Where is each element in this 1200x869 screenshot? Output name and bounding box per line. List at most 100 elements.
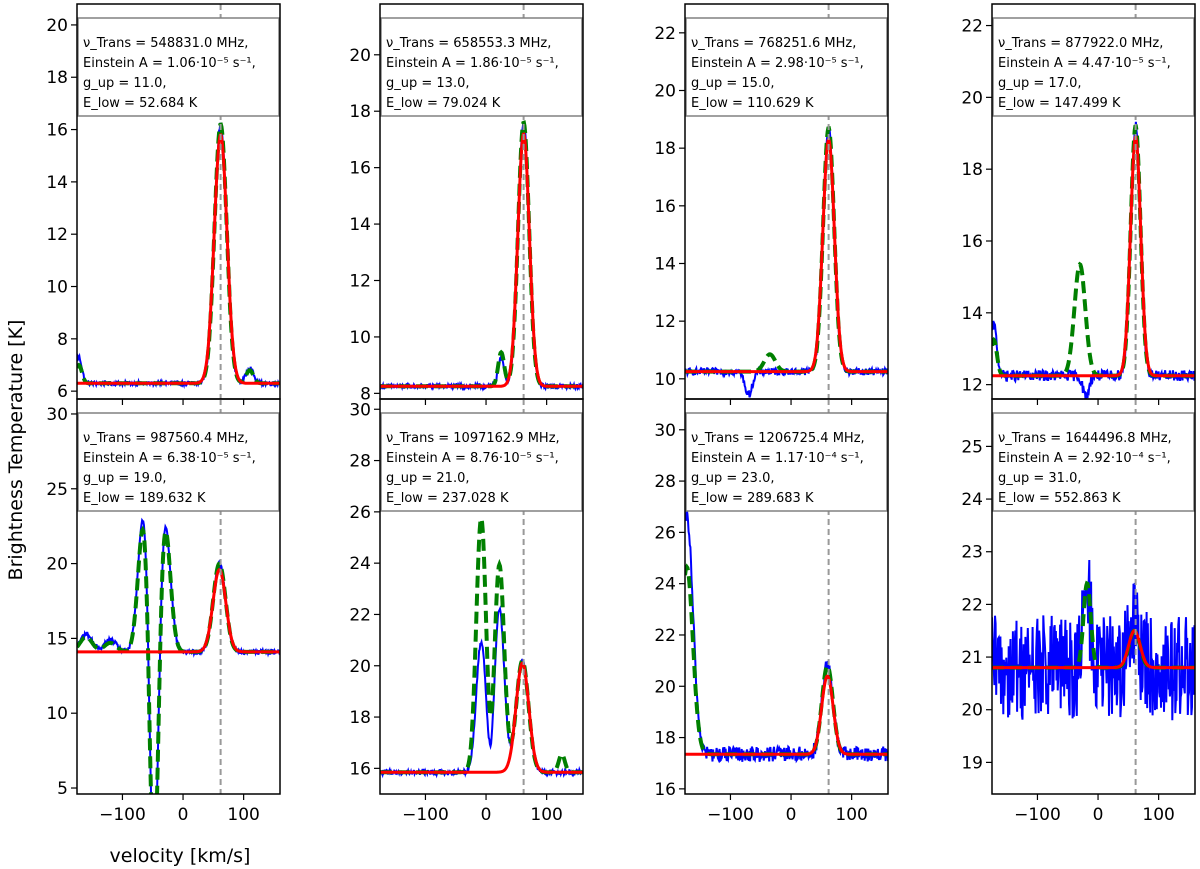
annotation-line: E_low = 147.499 K	[998, 96, 1121, 111]
fit-spectrum	[992, 629, 1195, 670]
panel-8: ν_Trans = 1644496.8 MHz, Einstein A = 2.9…	[961, 398, 1196, 825]
annotation-line: g_up = 19.0,	[83, 471, 166, 486]
annotation-line: g_up = 17.0,	[998, 76, 1081, 91]
panel-7: ν_Trans = 1206725.4 MHz, Einstein A = 1.1…	[654, 398, 889, 825]
model-spectrum	[380, 120, 583, 389]
annotation-line: ν_Trans = 548831.0 MHz,	[83, 36, 248, 51]
y-tick-label: 22	[654, 626, 676, 646]
y-tick-label: 22	[961, 595, 983, 615]
y-tick-label: 18	[961, 160, 983, 180]
annotation-line: ν_Trans = 987560.4 MHz,	[83, 431, 248, 446]
x-tick-label: 100	[227, 805, 259, 825]
y-tick-label: 23	[961, 543, 983, 563]
annotation-line: E_low = 289.683 K	[691, 491, 814, 506]
y-tick-label: 26	[654, 523, 676, 543]
annotation-line: Einstein A = 1.06·10⁻⁵ s⁻¹,	[83, 56, 256, 71]
annotation-line: ν_Trans = 1206725.4 MHz,	[691, 431, 865, 446]
annotation-line: E_low = 79.024 K	[386, 96, 501, 111]
annotation-box	[380, 412, 583, 512]
y-tick-label: 22	[961, 17, 983, 37]
x-tick-label: 0	[1093, 805, 1104, 825]
y-tick-label: 10	[46, 278, 68, 298]
annotation-line: ν_Trans = 658553.3 MHz,	[386, 36, 551, 51]
y-tick-label: 18	[349, 102, 371, 122]
y-tick-label: 10	[349, 328, 371, 348]
x-tick-label: 100	[1142, 805, 1174, 825]
annotation-line: g_up = 21.0,	[386, 471, 469, 486]
annotation-line: E_low = 189.632 K	[83, 491, 206, 506]
x-tick-label: −100	[402, 805, 449, 825]
annotation-box	[380, 17, 583, 117]
observed-spectrum	[685, 127, 888, 398]
y-tick-label: 6	[57, 382, 68, 402]
y-tick-label: 20	[46, 555, 68, 575]
annotation-box	[685, 17, 888, 117]
annotation-line: ν_Trans = 768251.6 MHz,	[691, 36, 856, 51]
observed-spectrum	[685, 509, 888, 764]
panels-group: ν_Trans = 548831.0 MHz, Einstein A = 1.06…	[46, 3, 1196, 825]
annotation-line: g_up = 15.0,	[691, 76, 774, 91]
annotation-line: Einstein A = 2.92·10⁻⁴ s⁻¹,	[998, 451, 1171, 466]
observed-spectrum	[380, 605, 583, 779]
observed-spectrum	[380, 121, 583, 392]
x-tick-label: −100	[707, 805, 754, 825]
y-tick-label: 10	[46, 704, 68, 724]
y-tick-label: 24	[961, 490, 983, 510]
annotation-box	[685, 412, 888, 512]
x-tick-label: 100	[530, 805, 562, 825]
x-tick-label: −100	[1014, 805, 1061, 825]
annotation-line: ν_Trans = 1644496.8 MHz,	[998, 431, 1172, 446]
y-tick-label: 16	[654, 197, 676, 217]
y-tick-label: 25	[961, 437, 983, 457]
panel-1: ν_Trans = 548831.0 MHz, Einstein A = 1.06…	[46, 3, 281, 405]
y-tick-label: 19	[961, 753, 983, 773]
observed-spectrum	[77, 122, 280, 389]
y-tick-label: 30	[46, 405, 68, 425]
y-tick-label: 16	[46, 121, 68, 141]
annotation-line: Einstein A = 8.76·10⁻⁵ s⁻¹,	[386, 451, 559, 466]
y-tick-label: 20	[654, 677, 676, 697]
y-tick-label: 22	[349, 605, 371, 625]
y-tick-label: 10	[654, 370, 676, 390]
annotation-line: Einstein A = 6.38·10⁻⁵ s⁻¹,	[83, 451, 256, 466]
fit-spectrum	[77, 133, 280, 385]
y-tick-label: 18	[349, 708, 371, 728]
annotation-line: Einstein A = 4.47·10⁻⁵ s⁻¹,	[998, 56, 1171, 71]
model-spectrum	[77, 122, 280, 386]
y-axis-title: Brightness Temperature [K]	[5, 320, 27, 581]
observed-spectrum	[992, 121, 1195, 399]
fit-spectrum	[685, 138, 888, 374]
annotation-box	[77, 17, 280, 117]
y-tick-label: 8	[57, 330, 68, 350]
axes-frame	[379, 398, 584, 795]
annotation-line: Einstein A = 1.17·10⁻⁴ s⁻¹,	[691, 451, 864, 466]
axes-frame	[684, 398, 889, 795]
annotation-line: E_low = 552.863 K	[998, 491, 1121, 506]
y-tick-label: 5	[57, 779, 68, 799]
y-tick-label: 24	[349, 554, 371, 574]
fit-spectrum	[380, 132, 583, 388]
y-tick-label: 14	[961, 304, 983, 324]
annotation-line: E_low = 237.028 K	[386, 491, 509, 506]
panel-3: ν_Trans = 768251.6 MHz, Einstein A = 2.98…	[654, 3, 889, 405]
model-spectrum	[685, 126, 888, 374]
y-tick-label: 12	[961, 376, 983, 396]
y-tick-label: 18	[654, 139, 676, 159]
annotation-line: E_low = 52.684 K	[83, 96, 198, 111]
y-tick-label: 21	[961, 648, 983, 668]
annotation-box	[77, 412, 280, 512]
y-tick-label: 20	[654, 81, 676, 101]
model-spectrum	[685, 563, 888, 757]
y-tick-label: 20	[961, 701, 983, 721]
annotation-line: g_up = 13.0,	[386, 76, 469, 91]
y-tick-label: 12	[654, 312, 676, 332]
observed-spectrum	[992, 559, 1195, 721]
y-tick-label: 12	[46, 225, 68, 245]
annotation-box	[992, 17, 1195, 117]
x-tick-label: −100	[99, 805, 146, 825]
panel-2: ν_Trans = 658553.3 MHz, Einstein A = 1.86…	[349, 3, 584, 405]
y-tick-label: 18	[654, 729, 676, 749]
fit-spectrum	[685, 674, 888, 756]
y-tick-label: 28	[349, 452, 371, 472]
